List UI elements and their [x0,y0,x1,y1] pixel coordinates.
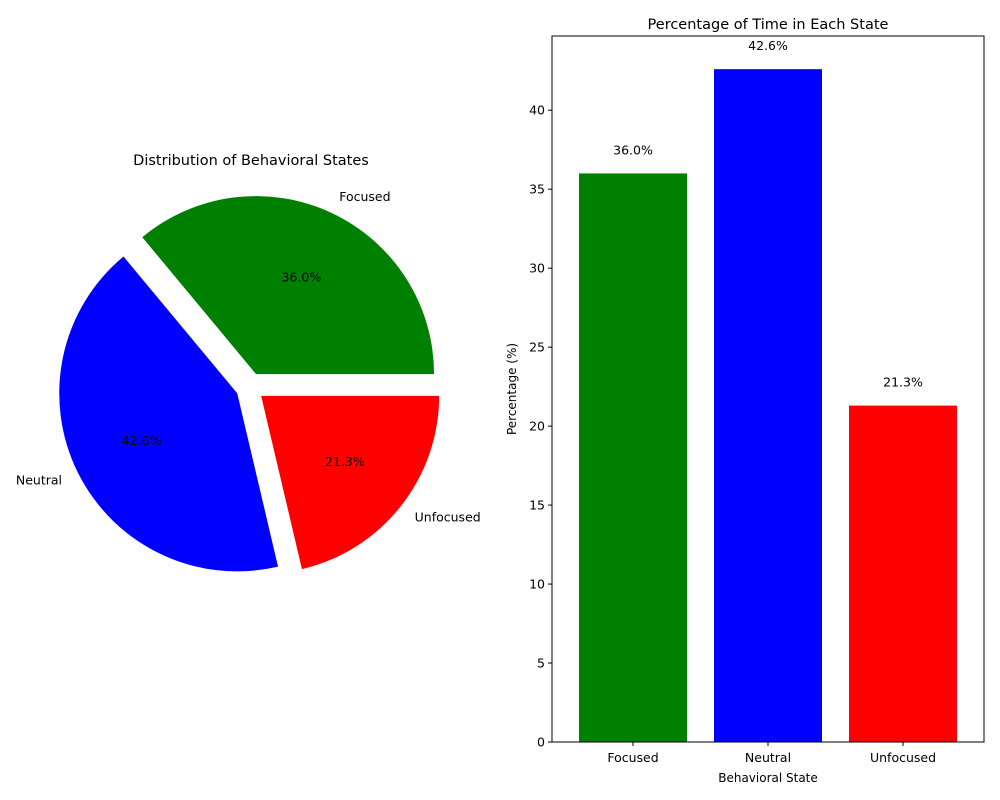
pie-slice-focused [142,196,435,375]
pie-slice-neutral-percent-label: 42.6% [122,433,162,448]
y-tick-label: 30 [529,261,545,276]
bar-neutral [714,69,822,742]
pie-labels: 36.0% Focused 42.6% Neutral 21.3% Unfocused [16,189,481,525]
bar-unfocused-value-label: 21.3% [883,375,923,390]
plot-frame [551,35,985,743]
pie-slices [59,196,440,572]
y-axis-ticks: 0 5 10 15 20 25 30 35 40 [529,103,552,750]
y-tick-label: 35 [529,182,545,197]
x-tick-label: Focused [607,750,658,765]
pie-slice-unfocused-percent-label: 21.3% [325,454,365,469]
y-tick-label: 40 [529,103,545,118]
y-tick-label: 0 [537,735,545,750]
y-tick-label: 25 [529,340,545,355]
pie-title: Distribution of Behavioral States [133,153,369,169]
bar-unfocused [849,405,957,742]
bar-chart: Percentage of Time in Each State 36.0% 42… [505,17,985,785]
x-tick-label: Neutral [745,750,791,765]
bar-focused [579,173,687,742]
bar-neutral-value-label: 42.6% [748,38,788,53]
pie-slice-neutral [59,256,279,572]
y-tick-label: 5 [537,656,545,671]
bar-title: Percentage of Time in Each State [648,17,889,33]
pie-slice-unfocused [261,395,440,570]
x-tick-label: Unfocused [870,750,936,765]
bar-value-labels: 36.0% 42.6% 21.3% [613,38,923,389]
x-axis-label: Behavioral State [718,771,818,785]
pie-slice-focused-percent-label: 36.0% [282,269,322,284]
y-tick-label: 20 [529,419,545,434]
y-axis-label: Percentage (%) [505,343,519,435]
bar-focused-value-label: 36.0% [613,142,653,157]
y-tick-label: 15 [529,498,545,513]
y-tick-label: 10 [529,577,545,592]
pie-slice-neutral-category-label: Neutral [16,473,62,488]
pie-slice-unfocused-category-label: Unfocused [415,509,481,524]
bars [579,69,957,742]
pie-slice-focused-category-label: Focused [339,189,390,204]
x-axis-ticks: Focused Neutral Unfocused [607,742,936,765]
pie-chart: Distribution of Behavioral States 36.0% F… [16,153,481,572]
